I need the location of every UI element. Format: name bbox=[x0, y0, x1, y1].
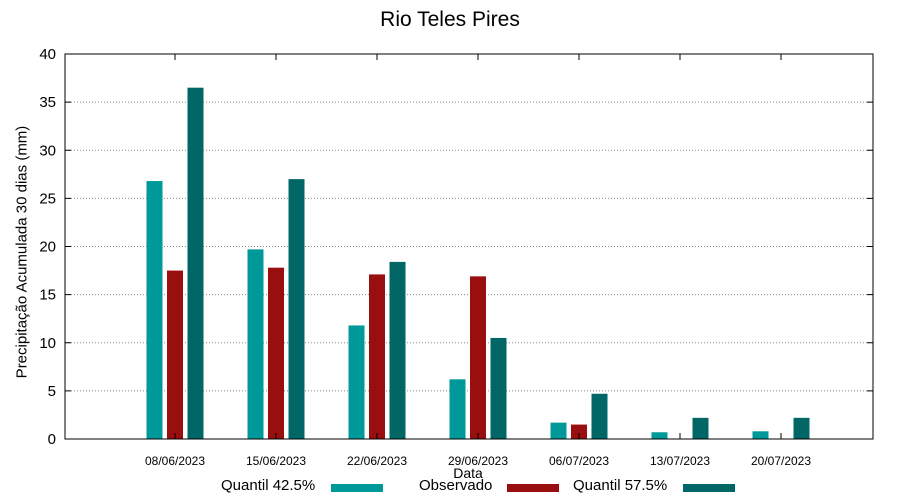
bar bbox=[187, 87, 204, 439]
legend-swatch bbox=[683, 484, 735, 492]
y-tick-label: 35 bbox=[39, 94, 56, 111]
x-tick-label: 15/06/2023 bbox=[246, 454, 306, 468]
bar bbox=[752, 431, 769, 439]
x-tick-label: 29/06/2023 bbox=[448, 454, 508, 468]
y-axis-label: Precipitação Acumulada 30 dias (mm) bbox=[13, 125, 31, 379]
bar bbox=[268, 267, 284, 439]
x-tick-label: 08/06/2023 bbox=[145, 454, 205, 468]
bar bbox=[793, 417, 810, 439]
y-tick-label: 10 bbox=[39, 335, 56, 352]
bar bbox=[490, 337, 507, 439]
x-tick-label: 20/07/2023 bbox=[751, 454, 811, 468]
chart-title: Rio Teles Pires bbox=[380, 8, 520, 31]
grid-lines bbox=[65, 101, 873, 392]
bar bbox=[247, 249, 264, 439]
legend-label: Observado bbox=[419, 477, 493, 494]
bar bbox=[449, 379, 466, 439]
y-tick-label: 30 bbox=[39, 142, 56, 159]
y-tick-label: 25 bbox=[39, 190, 56, 207]
bars bbox=[146, 87, 810, 440]
bar bbox=[389, 261, 406, 439]
x-tick-label: 06/07/2023 bbox=[549, 454, 609, 468]
bar bbox=[167, 270, 183, 439]
bar bbox=[288, 179, 305, 439]
plot-frame bbox=[64, 53, 874, 440]
bar bbox=[369, 274, 385, 439]
legend-swatch bbox=[507, 484, 559, 492]
x-axis-label: Data bbox=[453, 465, 483, 481]
y-tick-label: 20 bbox=[39, 239, 56, 256]
bar bbox=[146, 181, 163, 440]
legend-swatch bbox=[331, 484, 383, 492]
axis-ticks: 0 5 10 15 20 25 30 35 40 08/06/2023 15/06/2023 22/0… bbox=[39, 46, 873, 468]
x-tick-label: 22/06/2023 bbox=[347, 454, 407, 468]
bar bbox=[348, 325, 365, 439]
y-tick-label: 40 bbox=[39, 46, 56, 63]
legend: Quantil 42.5% Observado Quantil 57.5% bbox=[0, 476, 900, 498]
bar bbox=[470, 276, 486, 439]
bar bbox=[591, 393, 608, 439]
legend-label: Quantil 57.5% bbox=[573, 477, 668, 494]
bar bbox=[571, 424, 587, 439]
bar bbox=[692, 417, 709, 439]
y-tick-label: 15 bbox=[39, 287, 56, 304]
y-tick-label: 0 bbox=[48, 431, 56, 448]
x-tick-label: 13/07/2023 bbox=[650, 454, 710, 468]
bar bbox=[651, 432, 668, 439]
legend-label: Quantil 42.5% bbox=[221, 477, 316, 494]
y-tick-label: 5 bbox=[48, 383, 56, 400]
bar bbox=[550, 422, 567, 439]
